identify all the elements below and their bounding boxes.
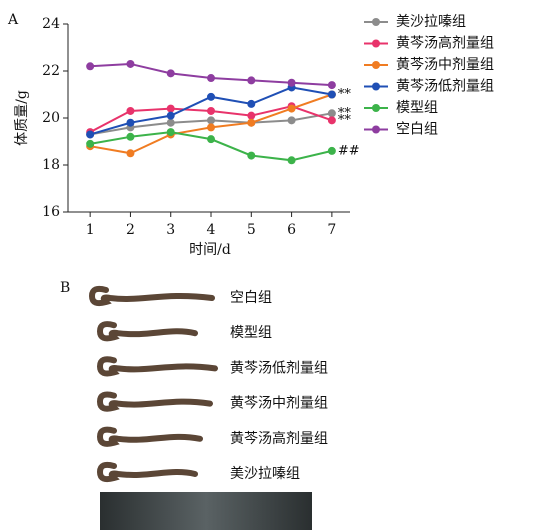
colon-specimen (100, 430, 200, 444)
data-point (86, 130, 94, 138)
significance-label: ## (338, 143, 360, 158)
colon-specimen (100, 465, 195, 479)
specimen-label: 黄芩汤低剂量组 (230, 359, 328, 376)
data-point (288, 156, 296, 164)
x-axis-label: 时间/d (189, 242, 231, 258)
x-tick-label: 5 (247, 222, 256, 238)
y-tick-label: 22 (42, 63, 60, 79)
data-point (126, 119, 134, 127)
figure: A B 体质量/g 时间/d 16 18 20 22 24 1 2 3 4 5 6 7 ** 美沙拉嗪组 *… (0, 0, 533, 530)
data-point (247, 152, 255, 160)
data-point (207, 135, 215, 143)
legend-marker (372, 61, 380, 69)
y-tick-label: 24 (42, 16, 60, 32)
specimen-photo (100, 492, 312, 530)
legend-label: 美沙拉嗪组 (396, 14, 466, 30)
data-point (167, 128, 175, 136)
colon-specimen (100, 324, 195, 338)
data-point (126, 107, 134, 115)
colon-specimen (92, 289, 212, 303)
data-point (247, 119, 255, 127)
data-point (328, 116, 336, 124)
legend-label: 空白组 (396, 122, 438, 138)
significance-label: ** (338, 87, 352, 102)
x-tick-label: 2 (126, 222, 135, 238)
data-point (167, 69, 175, 77)
legend-label: 黄芩汤低剂量组 (396, 78, 494, 95)
data-point (86, 140, 94, 148)
legend-label: 模型组 (396, 100, 438, 116)
data-point (247, 112, 255, 120)
y-tick-label: 16 (42, 204, 60, 220)
data-point (288, 105, 296, 113)
legend-marker (372, 104, 380, 112)
x-tick-label: 1 (86, 222, 95, 238)
data-point (167, 112, 175, 120)
legend-label: 黄芩汤中剂量组 (396, 56, 494, 73)
y-tick-label: 20 (42, 110, 60, 126)
significance-label: ** (338, 113, 352, 128)
specimen-label: 空白组 (230, 290, 272, 306)
specimen-label: 模型组 (230, 325, 272, 341)
data-point (126, 133, 134, 141)
legend-marker (372, 18, 380, 26)
legend-marker (372, 83, 380, 91)
specimen-label: 美沙拉嗪组 (230, 466, 300, 482)
legend-marker (372, 126, 380, 134)
x-tick-label: 6 (287, 222, 296, 238)
data-point (207, 93, 215, 101)
panel-label: B (60, 280, 70, 296)
x-tick-label: 4 (207, 222, 216, 238)
data-point (288, 116, 296, 124)
data-point (247, 100, 255, 108)
specimen-label: 黄芩汤高剂量组 (230, 430, 328, 447)
data-point (328, 81, 336, 89)
data-point (86, 62, 94, 70)
legend-label: 黄芩汤高剂量组 (396, 35, 494, 52)
data-point (126, 60, 134, 68)
colon-specimen (100, 359, 215, 373)
y-tick-label: 18 (42, 157, 60, 173)
data-point (167, 119, 175, 127)
data-point (328, 147, 336, 155)
data-point (207, 107, 215, 115)
data-point (247, 76, 255, 84)
colon-specimen (100, 394, 210, 408)
x-tick-label: 3 (166, 222, 175, 238)
data-point (167, 105, 175, 113)
data-point (207, 74, 215, 82)
x-tick-label: 7 (327, 222, 336, 238)
data-point (126, 149, 134, 157)
specimen-label: 黄芩汤中剂量组 (230, 395, 328, 412)
data-point (328, 91, 336, 99)
legend-marker (372, 40, 380, 48)
data-point (288, 79, 296, 87)
y-axis-label: 体质量/g (14, 90, 30, 146)
data-point (207, 116, 215, 124)
data-point (328, 109, 336, 117)
data-point (207, 123, 215, 131)
panel-label: A (7, 12, 19, 28)
